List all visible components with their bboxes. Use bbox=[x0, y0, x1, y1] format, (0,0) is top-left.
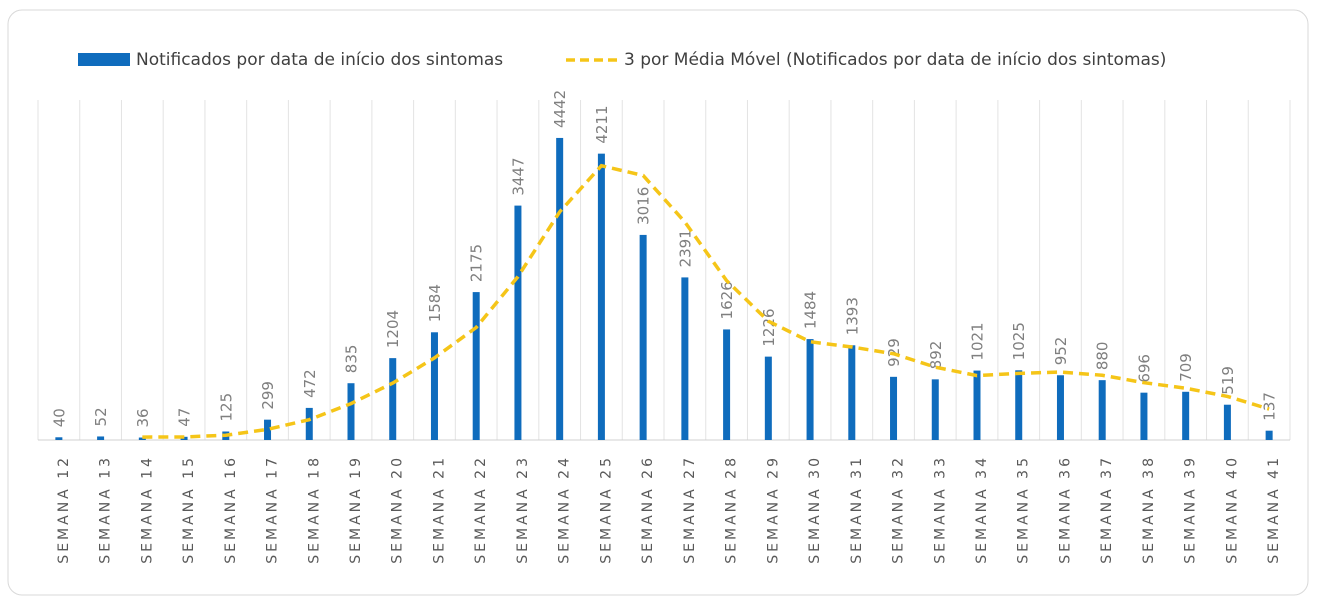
bar bbox=[514, 205, 522, 440]
x-tick-label: SEMANA 29 bbox=[765, 455, 781, 564]
x-tick-label: SEMANA 19 bbox=[348, 455, 364, 564]
bar bbox=[1098, 380, 1106, 440]
x-tick-label: SEMANA 27 bbox=[682, 455, 698, 564]
data-label: 52 bbox=[92, 407, 110, 426]
data-label: 472 bbox=[301, 369, 319, 398]
x-tick-label: SEMANA 37 bbox=[1099, 455, 1115, 564]
data-label: 137 bbox=[1261, 392, 1279, 421]
bar bbox=[389, 358, 397, 440]
bar bbox=[973, 370, 981, 440]
chart-frame bbox=[7, 9, 1309, 596]
bar bbox=[890, 376, 898, 440]
x-tick-label: SEMANA 18 bbox=[306, 455, 322, 564]
data-label: 4442 bbox=[551, 90, 569, 128]
data-label: 47 bbox=[176, 408, 194, 427]
legend-swatch bbox=[78, 53, 130, 66]
x-tick-label: SEMANA 12 bbox=[56, 455, 72, 564]
x-tick-label: SEMANA 41 bbox=[1266, 455, 1282, 564]
bar bbox=[472, 292, 480, 440]
bar bbox=[639, 234, 647, 440]
bar bbox=[55, 437, 63, 440]
legend-label: 3 por Média Móvel (Notificados por data … bbox=[624, 50, 1166, 70]
x-tick-label: SEMANA 28 bbox=[724, 455, 740, 564]
bar bbox=[1265, 430, 1273, 440]
data-label: 125 bbox=[217, 393, 235, 422]
x-tick-label: SEMANA 30 bbox=[807, 455, 823, 564]
x-tick-label: SEMANA 34 bbox=[974, 455, 990, 564]
x-tick-label: SEMANA 17 bbox=[265, 455, 281, 564]
bar bbox=[97, 436, 105, 440]
x-tick-label: SEMANA 20 bbox=[390, 455, 406, 564]
data-label: 1025 bbox=[1010, 322, 1028, 360]
bar bbox=[1140, 392, 1148, 440]
data-label: 3016 bbox=[635, 187, 653, 225]
x-tick-label: SEMANA 25 bbox=[598, 455, 614, 564]
x-tick-label: SEMANA 36 bbox=[1057, 455, 1073, 564]
x-tick-label: SEMANA 23 bbox=[515, 455, 531, 564]
data-label: 696 bbox=[1135, 354, 1153, 383]
x-tick-label: SEMANA 33 bbox=[932, 455, 948, 564]
data-label: 1204 bbox=[384, 310, 402, 348]
x-tick-label: SEMANA 22 bbox=[473, 455, 489, 564]
bar bbox=[597, 153, 605, 441]
bar bbox=[1182, 391, 1190, 440]
bar bbox=[1223, 404, 1231, 440]
data-label: 36 bbox=[134, 408, 152, 427]
data-label: 2391 bbox=[676, 229, 694, 267]
legend-label: Notificados por data de início dos sinto… bbox=[136, 50, 503, 70]
data-label: 1393 bbox=[843, 297, 861, 335]
x-tick-label: SEMANA 26 bbox=[640, 455, 656, 564]
data-label: 835 bbox=[343, 345, 361, 374]
bar bbox=[681, 277, 689, 440]
bar bbox=[931, 379, 939, 440]
bar bbox=[806, 339, 814, 440]
bar bbox=[347, 383, 355, 440]
data-label: 1021 bbox=[969, 322, 987, 360]
bar bbox=[1056, 375, 1064, 440]
bar bbox=[305, 407, 313, 440]
data-label: 952 bbox=[1052, 337, 1070, 366]
x-tick-label: SEMANA 35 bbox=[1016, 455, 1032, 564]
data-label: 40 bbox=[50, 408, 68, 427]
bar bbox=[264, 419, 272, 440]
x-tick-label: SEMANA 32 bbox=[891, 455, 907, 564]
data-label: 3447 bbox=[509, 157, 527, 195]
x-tick-label: SEMANA 15 bbox=[181, 455, 197, 564]
bar bbox=[764, 356, 772, 440]
bar bbox=[138, 437, 146, 440]
x-tick-label: SEMANA 39 bbox=[1183, 455, 1199, 564]
data-label: 892 bbox=[927, 341, 945, 370]
data-label: 4211 bbox=[593, 105, 611, 143]
data-label: 1226 bbox=[760, 308, 778, 346]
x-tick-label: SEMANA 38 bbox=[1141, 455, 1157, 564]
x-tick-label: SEMANA 14 bbox=[139, 455, 155, 564]
x-tick-label: SEMANA 40 bbox=[1224, 455, 1240, 564]
data-label: 519 bbox=[1219, 366, 1237, 395]
x-tick-label: SEMANA 31 bbox=[849, 455, 865, 564]
bar bbox=[1015, 370, 1023, 440]
bar bbox=[556, 137, 564, 440]
data-label: 1584 bbox=[426, 284, 444, 322]
x-tick-label: SEMANA 13 bbox=[98, 455, 114, 564]
moving-average-line bbox=[142, 163, 1270, 439]
bar bbox=[723, 329, 731, 440]
data-label: 299 bbox=[259, 381, 277, 410]
data-label: 1626 bbox=[718, 281, 736, 319]
x-tick-label: SEMANA 21 bbox=[431, 455, 447, 564]
data-label: 709 bbox=[1177, 353, 1195, 382]
x-tick-label: SEMANA 24 bbox=[557, 455, 573, 564]
x-tick-label: SEMANA 16 bbox=[223, 455, 239, 564]
data-label: 1484 bbox=[802, 291, 820, 329]
bar bbox=[430, 332, 438, 440]
bar bbox=[848, 345, 856, 440]
data-label: 2175 bbox=[468, 244, 486, 282]
data-label: 880 bbox=[1094, 342, 1112, 371]
